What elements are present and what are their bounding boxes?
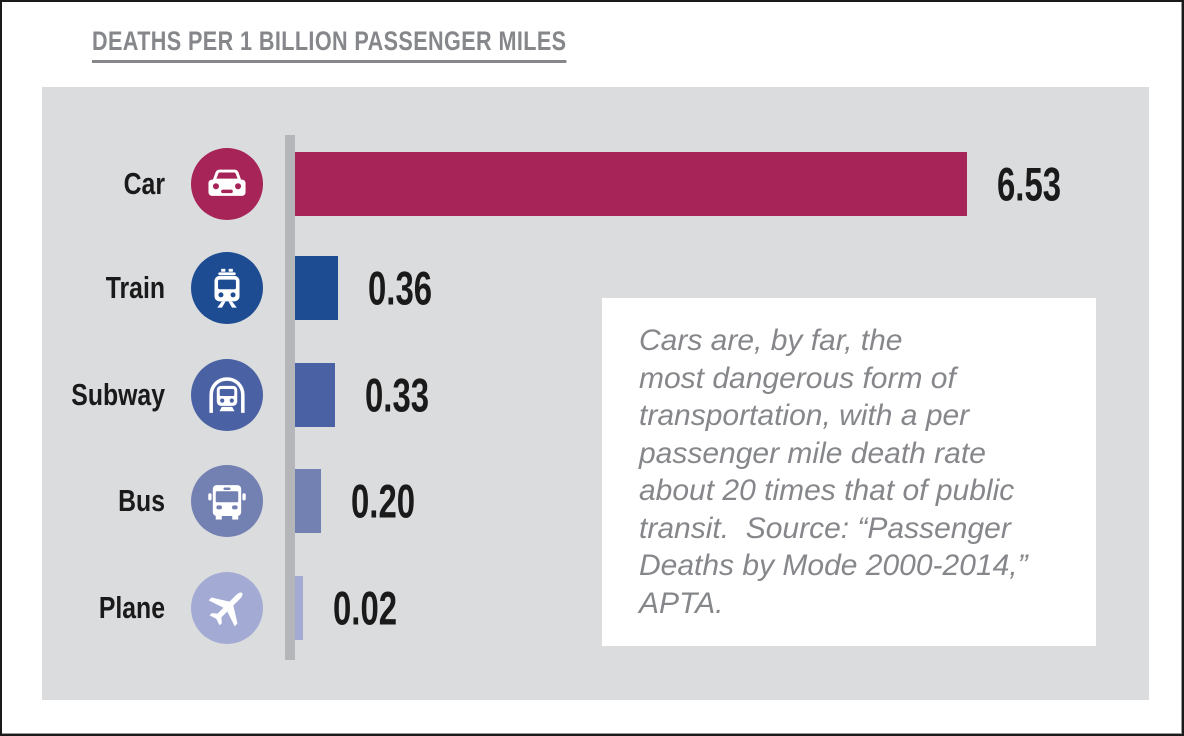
row-label: Car <box>123 166 165 201</box>
icon-glyph <box>202 476 252 526</box>
chart-row: Train 0.36 <box>2 252 1182 324</box>
bar-value-label: 0.36 <box>368 261 433 315</box>
row-label: Bus <box>118 483 165 518</box>
plane-icon <box>191 572 263 644</box>
axis-line <box>285 135 295 660</box>
chart-row: Subway 0.33 <box>2 359 1182 431</box>
row-label: Train <box>105 270 165 305</box>
bar-value-label: 6.53 <box>997 157 1062 211</box>
bar <box>295 256 338 320</box>
bar <box>295 152 967 216</box>
row-label: Plane <box>98 590 165 625</box>
bus-icon <box>191 465 263 537</box>
bar-value-label: 0.33 <box>365 368 430 422</box>
car-icon <box>191 148 263 220</box>
chart-row: Car 6.53 <box>2 148 1182 220</box>
annotation-text: Cars are, by far, the most dangerous for… <box>639 324 1028 620</box>
chart-title: DEATHS PER 1 BILLION PASSENGER MILES <box>92 26 567 63</box>
subway-icon <box>191 359 263 431</box>
icon-glyph <box>202 159 252 209</box>
bar <box>295 469 321 533</box>
bar <box>295 363 335 427</box>
train-icon <box>191 252 263 324</box>
annotation-box: Cars are, by far, the most dangerous for… <box>602 298 1096 646</box>
icon-glyph <box>202 583 252 633</box>
icon-glyph <box>202 263 252 313</box>
icon-glyph <box>202 370 252 420</box>
bar-value-label: 0.02 <box>333 581 398 635</box>
chart-row: Bus 0.20 <box>2 465 1182 537</box>
bar-value-label: 0.20 <box>351 474 416 528</box>
row-label: Subway <box>71 377 165 412</box>
bar <box>295 576 303 640</box>
chart-row: Plane 0.02 <box>2 572 1182 644</box>
